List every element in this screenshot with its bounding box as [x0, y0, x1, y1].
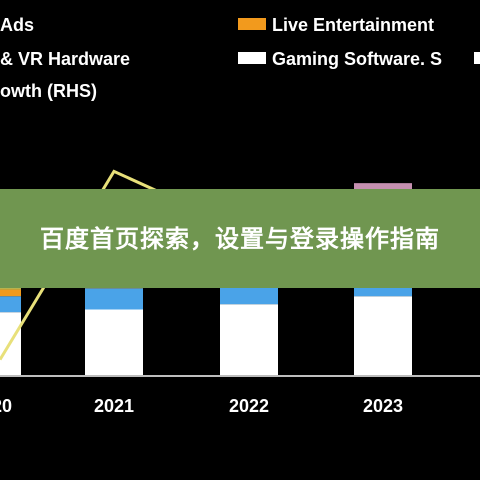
x-tick-label-2021: 2021	[94, 396, 134, 416]
legend-label-ads: Ads	[0, 15, 34, 35]
bar-segment-gaming_software-2022	[220, 304, 278, 376]
bar-segment-gaming_software-2021	[85, 309, 143, 376]
banner-title: 百度首页探索，设置与登录操作指南	[40, 224, 440, 253]
legend-label-growth: owth (RHS)	[0, 81, 97, 101]
bar-segment-live_entertainment-2020	[0, 289, 21, 297]
legend: Ads & VR Hardware owth (RHS) Live Entert…	[0, 15, 480, 101]
title-banner: 百度首页探索，设置与登录操作指南	[0, 189, 480, 288]
bar-segment-blue_segment-2020	[0, 296, 21, 313]
x-tick-labels: 2020 2021 2022 2023	[0, 396, 403, 416]
legend-partial-marker	[474, 52, 480, 64]
bar-segment-blue_segment-2021	[85, 288, 143, 310]
x-tick-label-2020: 2020	[0, 396, 12, 416]
bar-segment-blue_segment-2022	[220, 282, 278, 305]
x-tick-label-2023: 2023	[363, 396, 403, 416]
bar-segment-gaming_software-2023	[354, 296, 412, 376]
legend-label-vr-hardware: & VR Hardware	[0, 49, 130, 69]
legend-swatch-gaming-software	[238, 52, 266, 64]
x-tick-label-2022: 2022	[229, 396, 269, 416]
legend-swatch-live-entertainment	[238, 18, 266, 30]
legend-label-gaming-software: Gaming Software. S	[272, 49, 442, 69]
legend-label-live-entertainment: Live Entertainment	[272, 15, 434, 35]
